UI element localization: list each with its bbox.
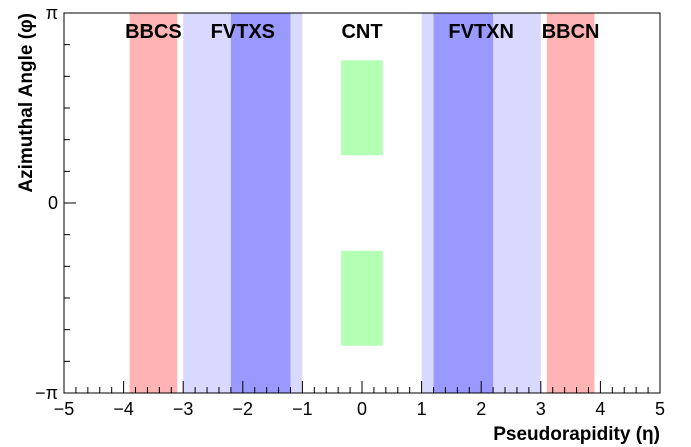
x-tick-label: −1	[292, 399, 313, 419]
y-tick-label: −π	[35, 383, 58, 403]
CNT-lower-region	[341, 250, 383, 346]
FVTXN-inner-region	[433, 13, 494, 393]
x-tick-label: 1	[417, 399, 427, 419]
y-tick-label: π	[46, 3, 58, 23]
tick-labels: −5 −4 −3 −2 −1 0 1 2 3 4 5 −π 0 π	[35, 3, 665, 419]
detector-label: FVTXS	[211, 21, 275, 43]
x-tick-label: 4	[595, 399, 605, 419]
BBCS-region	[129, 13, 178, 393]
x-tick-label: 3	[536, 399, 546, 419]
detector-label: BBCN	[542, 21, 600, 43]
x-tick-label: 2	[476, 399, 486, 419]
BBCN-region	[546, 13, 595, 393]
detector-label: BBCS	[125, 21, 182, 43]
detector-label: CNT	[341, 21, 382, 43]
y-tick-label: 0	[48, 193, 58, 213]
detector-label: FVTXN	[448, 21, 514, 43]
axis-ticks	[63, 12, 661, 394]
x-tick-label: −3	[173, 399, 194, 419]
x-axis-title: Pseudorapidity (η)	[493, 424, 660, 445]
CNT-upper-region	[341, 60, 383, 156]
x-tick-label: 5	[655, 399, 665, 419]
x-tick-label: −5	[54, 399, 75, 419]
FVTXS-inner-region	[230, 13, 291, 393]
x-tick-label: 0	[357, 399, 367, 419]
x-tick-label: −2	[233, 399, 254, 419]
detector-regions	[129, 13, 595, 393]
detector-labels: BBCS FVTXS CNT FVTXN BBCN	[125, 21, 599, 43]
x-tick-label: −4	[113, 399, 134, 419]
y-axis-title: Azimuthal Angle (φ)	[16, 13, 37, 193]
